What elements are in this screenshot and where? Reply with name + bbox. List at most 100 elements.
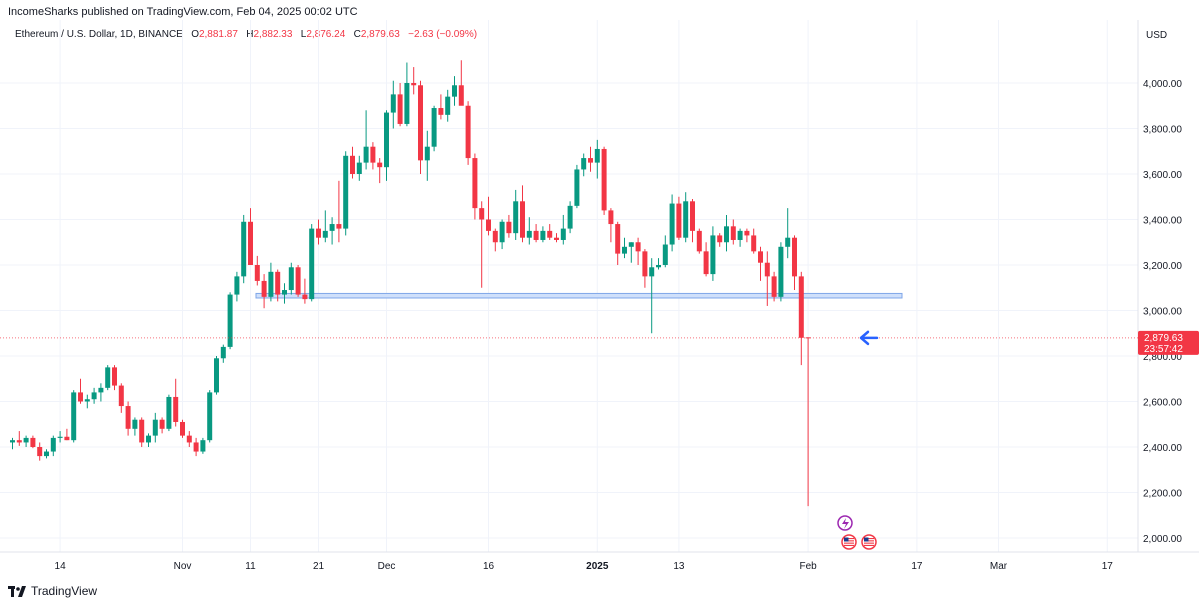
candle-body [112,367,117,386]
us-flag-stripe [864,542,874,544]
candle [275,269,281,302]
candle [241,214,247,284]
candle-body [214,358,219,393]
publish-info: IncomeSharks published on TradingView.co… [8,6,358,18]
price-tag-bg [1138,330,1199,355]
candle [492,228,498,252]
candle [118,383,124,413]
candle [159,417,165,434]
grid-lines [0,20,1138,552]
candle [125,401,131,436]
candle-body [622,246,627,254]
candle-body [574,169,580,206]
candle [132,417,138,436]
candle [248,208,253,265]
candle-body [57,436,63,438]
candle-body [656,265,661,268]
candle [363,110,369,170]
price-tick-label: 2,600.00 [1143,398,1182,409]
candle [214,356,219,395]
price-tick-label: 3,600.00 [1143,170,1182,181]
candles [10,60,811,507]
candle [98,383,104,402]
candle [642,249,648,288]
candle-body [744,230,750,236]
candle-body [159,419,165,429]
candle [23,435,29,447]
candle-body [220,346,226,359]
us-flag-stripe [844,538,854,540]
candle [166,394,172,432]
us-flag-stripe [844,544,854,546]
symbol-name[interactable]: Ethereum / U.S. Dollar, 1D, BINANCE [15,29,183,40]
candle [683,192,689,243]
candle-body [316,228,321,238]
time-tick-label: 17 [911,561,923,572]
candle-body [431,108,437,147]
tradingview-logo[interactable]: TradingView [8,584,97,598]
candle [370,142,376,170]
candle [520,185,525,243]
candle-body [404,83,410,124]
candle [547,224,553,240]
candle [30,435,36,449]
candle-body [173,396,179,422]
event-markers [837,515,877,550]
candle-body [234,276,240,295]
candle-body [343,155,349,229]
us-flag-event-icon [841,534,857,550]
candle [737,228,743,247]
open-label: O [191,29,199,40]
candle-body [397,94,403,124]
candle-body [608,210,614,225]
candle-body [628,242,634,247]
price-tick-label: 2,000.00 [1143,534,1182,545]
candle [71,390,77,443]
candle-body [717,235,723,243]
candle [424,130,430,181]
candle [227,292,233,350]
candle [792,235,797,291]
candle-body [363,146,369,163]
candle-body [472,158,478,209]
candle [186,431,192,447]
candle-body [180,421,185,436]
candle [322,210,328,243]
candle-body [152,419,158,436]
candle-body [50,437,56,452]
candle [329,217,335,245]
time-tick-label: 17 [1102,561,1114,572]
candle-body [254,265,260,281]
low-label: L [300,29,307,40]
candle [771,271,777,302]
candle-body [241,221,247,277]
candle [302,278,308,304]
candle-body [64,436,70,441]
candle-body [418,85,423,161]
candle [418,80,423,174]
candle-body [581,158,587,170]
candle-body [288,267,294,291]
candle-body [560,228,566,240]
candle-body [792,237,797,277]
time-tick-label: 2025 [586,561,609,572]
candle-body [438,108,444,115]
candle-body [520,201,525,238]
us-flag-event-icon [861,534,877,550]
candle [635,237,641,265]
tradingview-logo-icon [8,585,26,597]
time-tick-label: Nov [174,561,192,572]
candle-body [139,419,145,443]
currency-label[interactable]: USD [1146,30,1168,41]
candle-body [336,224,342,229]
candle-body [322,230,328,238]
candle [710,226,716,281]
candle [295,265,301,297]
candle [64,428,70,441]
time-axis: 14 Nov 11 21 Dec 16 2025 13 Feb 17 Mar 17 [55,561,1114,572]
arrow-head [859,330,870,346]
price-tick-label: 2,400.00 [1143,443,1182,454]
candle-body [282,290,287,295]
candle-body [662,244,668,265]
